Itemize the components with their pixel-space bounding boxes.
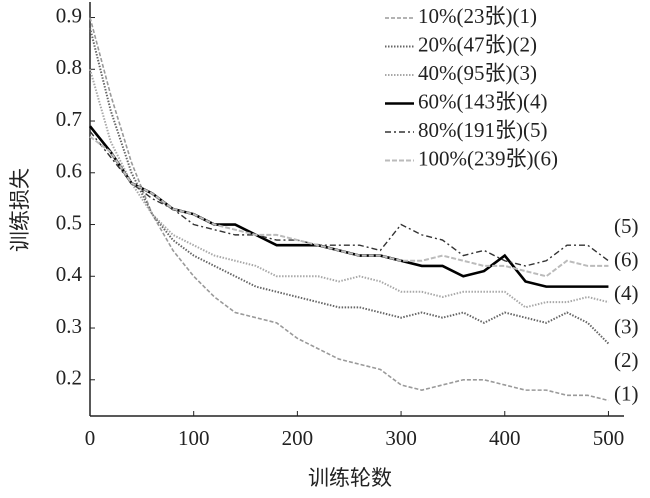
y-tick-label: 0.5 <box>56 210 82 234</box>
legend-label: 60%(143张)(4) <box>418 89 547 113</box>
legend-label: 80%(191张)(5) <box>418 118 547 142</box>
legend-label: 10%(23张)(1) <box>418 4 537 28</box>
y-tick-label: 0.6 <box>56 159 82 183</box>
x-tick-label: 200 <box>282 426 314 450</box>
annotation: (2) <box>614 348 639 372</box>
y-tick-label: 0.4 <box>56 262 83 286</box>
annotation: (6) <box>614 247 639 271</box>
series-line <box>89 17 609 402</box>
series-line <box>89 68 609 309</box>
x-tick-label: 0 <box>85 426 96 450</box>
x-tick-label: 100 <box>178 426 210 450</box>
legend-label: 20%(47张)(2) <box>418 32 537 56</box>
x-axis-label: 训练轮数 <box>308 466 392 490</box>
y-tick-label: 0.8 <box>56 55 82 79</box>
y-tick-label: 0.7 <box>56 107 82 131</box>
annotation: (3) <box>614 314 639 338</box>
x-tick-label: 400 <box>489 426 521 450</box>
legend-label: 40%(95张)(3) <box>418 61 537 85</box>
series-line <box>89 135 609 278</box>
annotation: (1) <box>614 381 639 405</box>
series-line <box>89 130 609 267</box>
annotation: (4) <box>614 281 639 305</box>
y-tick-label: 0.3 <box>56 314 82 338</box>
legend-label: 100%(239张)(6) <box>418 146 558 170</box>
series-line <box>89 27 610 345</box>
x-tick-label: 300 <box>385 426 417 450</box>
y-tick-label: 0.2 <box>56 366 82 390</box>
y-axis-label: 训练损失 <box>8 168 32 252</box>
x-tick-label: 500 <box>593 426 625 450</box>
y-tick-label: 0.9 <box>56 3 82 27</box>
annotation: (5) <box>614 214 639 238</box>
